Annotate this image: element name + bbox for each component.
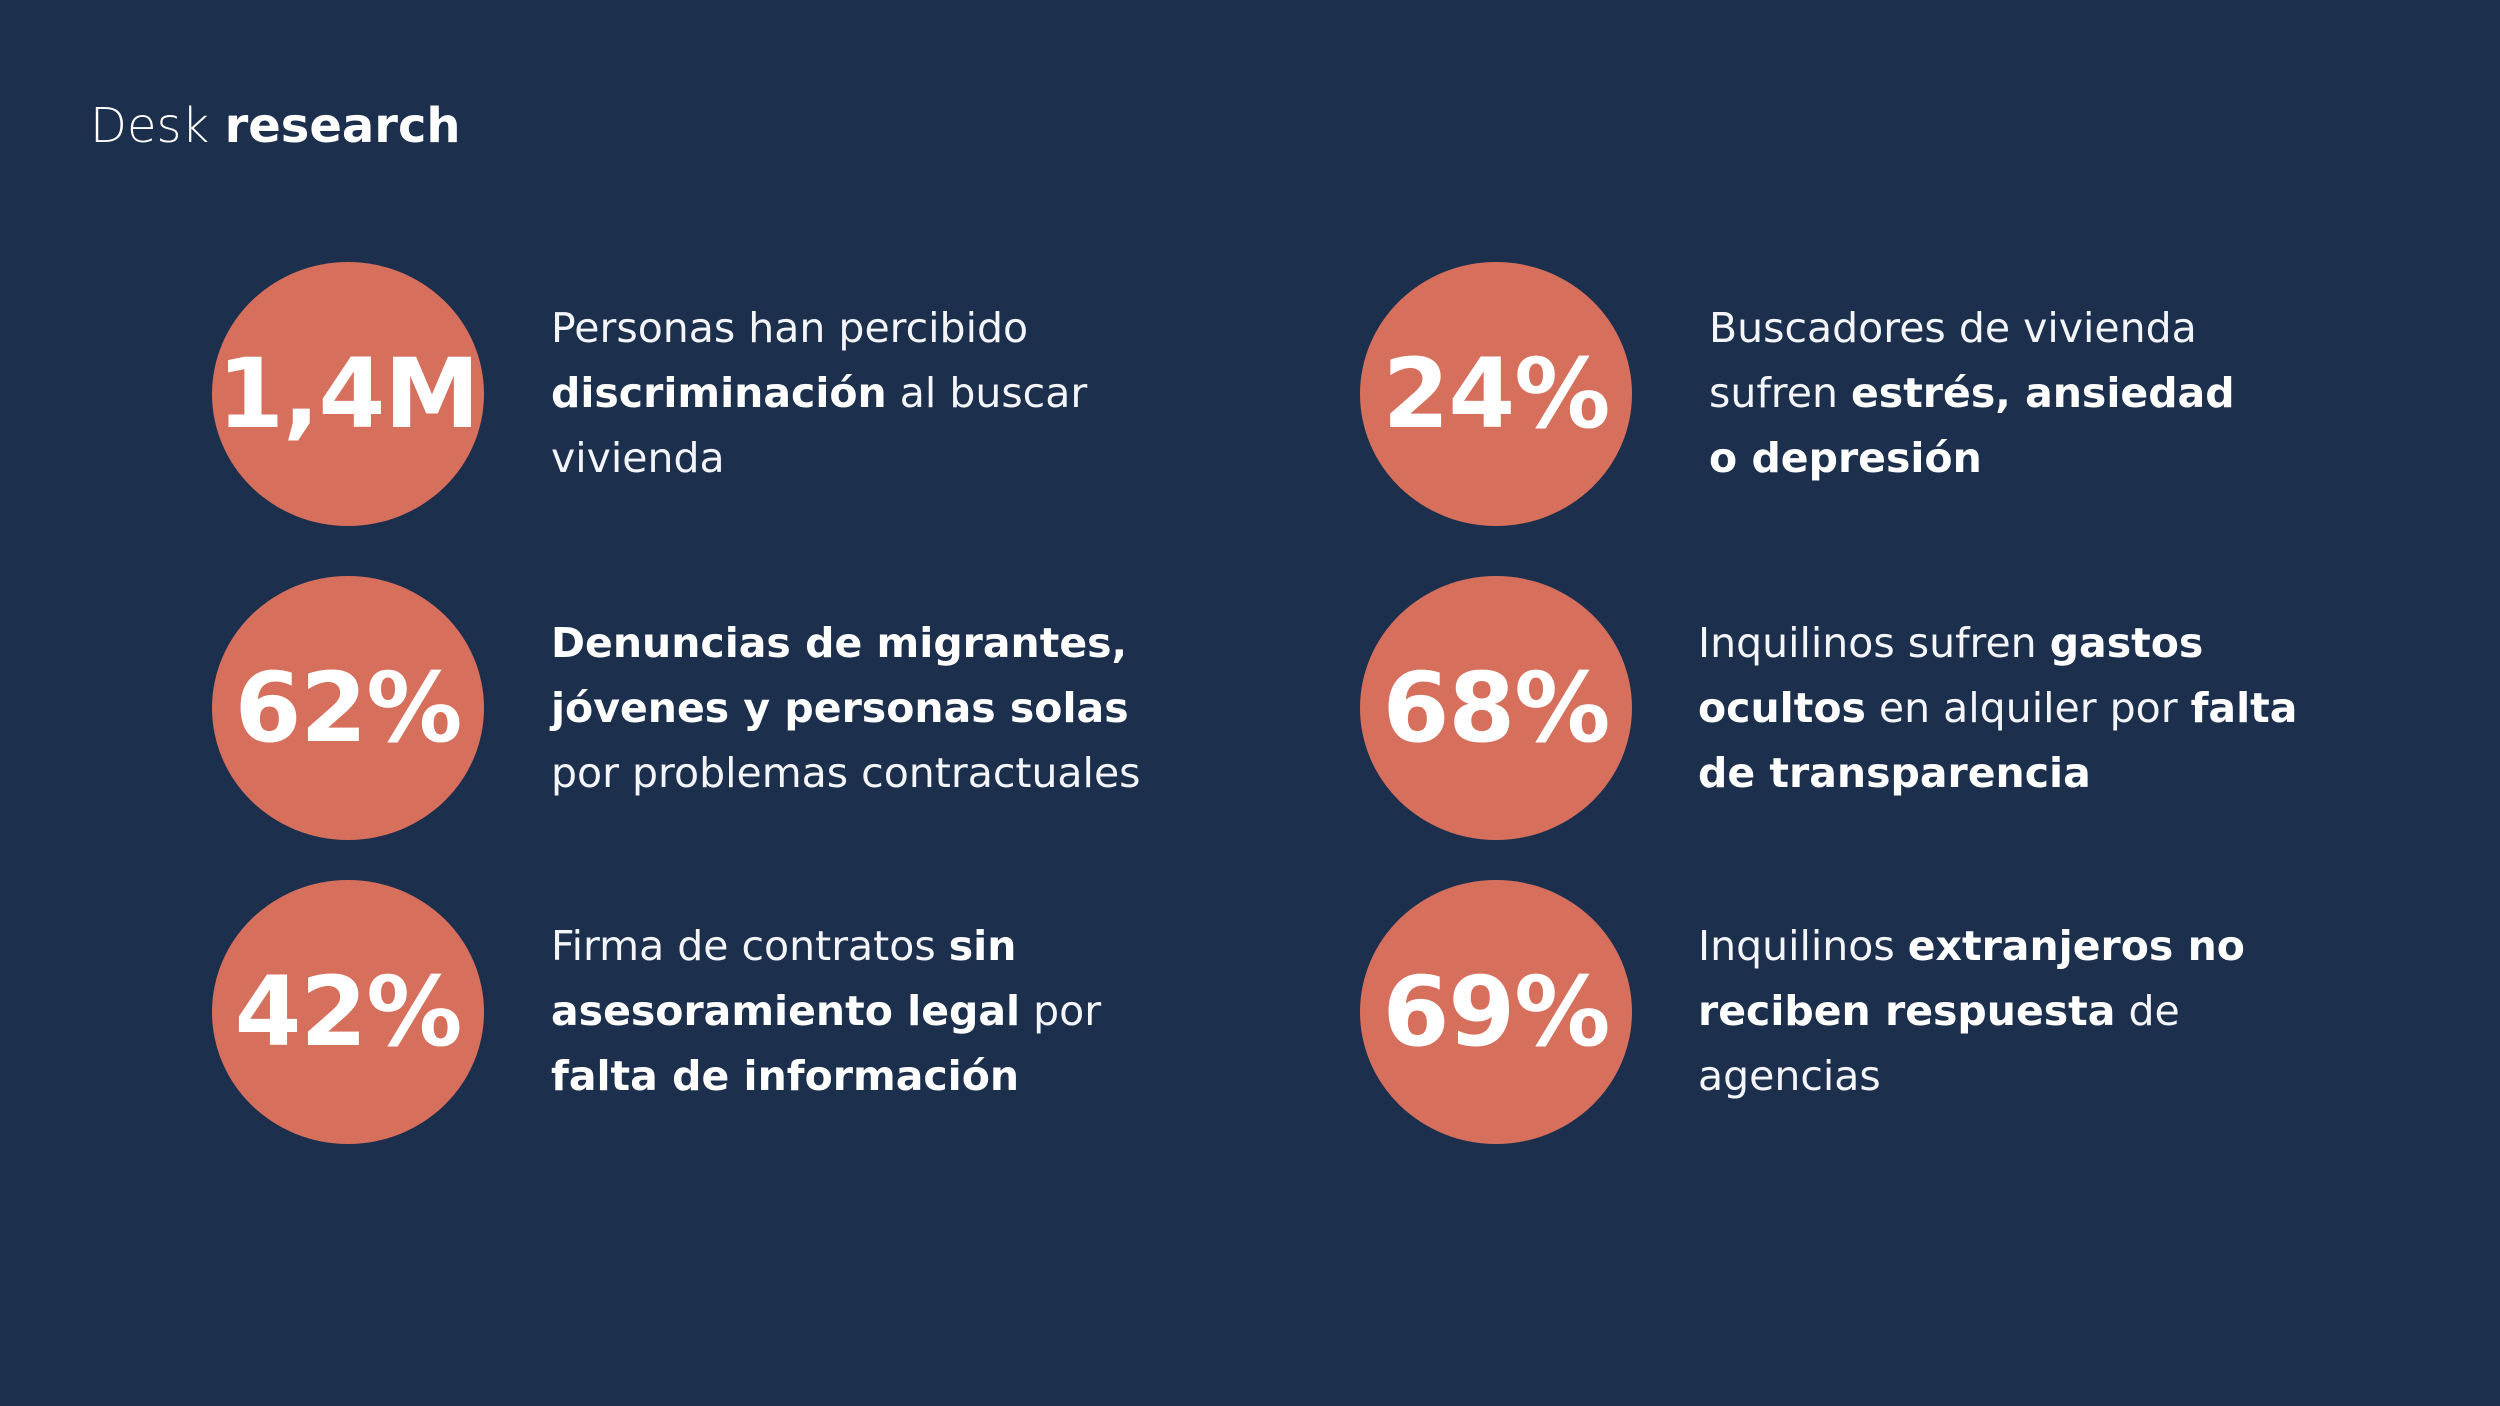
stat-description-discrimination: Personas han percibido discriminación al…: [551, 304, 1088, 482]
stat-value: 68%: [1382, 652, 1611, 764]
stat-description-hidden-costs: Inquilinos sufren gastos ocultos en alqu…: [1698, 619, 2298, 797]
stat-description-stress: Buscadores de vivienda sufren estrés, an…: [1709, 304, 2235, 482]
title-light-part: Desk: [90, 98, 210, 154]
stat-circle-legal-advice: 42%: [212, 880, 484, 1144]
stat-circle-hidden-costs: 68%: [1360, 576, 1632, 840]
stat-value: 1,4M: [217, 338, 480, 450]
stat-value: 24%: [1382, 338, 1611, 450]
stat-value: 42%: [234, 956, 463, 1068]
title-bold-part: research: [224, 98, 461, 154]
stat-circle-stress: 24%: [1360, 262, 1632, 526]
stat-description-no-response: Inquilinos extranjeros no reciben respue…: [1698, 922, 2245, 1100]
stat-circle-complaints: 62%: [212, 576, 484, 840]
stat-value: 69%: [1382, 956, 1611, 1068]
page-title: Desk research: [90, 92, 461, 160]
stat-description-complaints: Denuncias de migrantes, jóvenes y person…: [551, 619, 1141, 797]
stat-description-legal-advice: Firma de contratos sin asesoramiento leg…: [551, 922, 1102, 1100]
stat-circle-discrimination: 1,4M: [212, 262, 484, 526]
stat-value: 62%: [234, 652, 463, 764]
stat-circle-no-response: 69%: [1360, 880, 1632, 1144]
